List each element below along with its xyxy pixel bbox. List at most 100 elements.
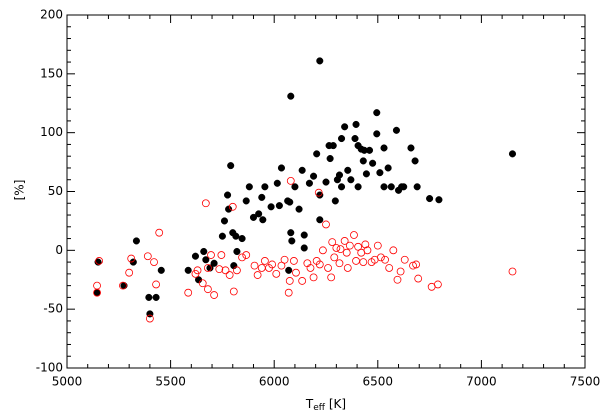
point xyxy=(191,252,200,260)
point xyxy=(359,157,367,165)
y-tick-label: -100 xyxy=(36,361,63,375)
point xyxy=(220,217,229,225)
point xyxy=(332,244,341,252)
point xyxy=(229,287,238,296)
point xyxy=(152,280,160,289)
point xyxy=(277,164,286,172)
point xyxy=(343,264,352,272)
point xyxy=(350,231,358,239)
point xyxy=(381,255,389,264)
x-tick-label: 6000 xyxy=(259,375,290,389)
point xyxy=(201,199,210,208)
point xyxy=(242,251,251,259)
point xyxy=(277,261,286,270)
point xyxy=(225,205,233,213)
point xyxy=(228,202,237,211)
point xyxy=(324,264,332,272)
point xyxy=(152,293,160,301)
point xyxy=(298,166,306,174)
point xyxy=(337,183,346,191)
point xyxy=(313,150,321,158)
point xyxy=(203,264,212,272)
point xyxy=(354,242,363,251)
point xyxy=(184,288,193,297)
point xyxy=(184,266,192,274)
point xyxy=(508,267,517,276)
point xyxy=(288,237,296,245)
point xyxy=(143,252,152,261)
point xyxy=(203,285,212,294)
point xyxy=(210,291,219,299)
point xyxy=(207,251,215,259)
point xyxy=(400,255,409,264)
point xyxy=(352,257,360,265)
point xyxy=(280,255,289,264)
point xyxy=(414,274,423,283)
point xyxy=(328,238,337,246)
point xyxy=(373,109,381,117)
point xyxy=(287,229,295,237)
point xyxy=(426,195,434,203)
point xyxy=(230,262,238,270)
point xyxy=(275,202,283,210)
point xyxy=(145,314,154,323)
point xyxy=(242,197,250,205)
point xyxy=(286,177,295,185)
y-tick-label: 200 xyxy=(40,8,63,22)
point xyxy=(273,179,281,187)
x-tick-label: 5500 xyxy=(155,375,186,389)
point xyxy=(125,268,134,277)
point xyxy=(316,57,324,65)
y-tick-label: 150 xyxy=(40,66,63,80)
point xyxy=(193,266,202,275)
x-tick-label: 7500 xyxy=(570,375,600,389)
point xyxy=(344,166,352,174)
point xyxy=(260,257,269,265)
point xyxy=(335,259,344,268)
point xyxy=(380,144,388,152)
point xyxy=(340,237,349,245)
point xyxy=(310,172,318,180)
point xyxy=(119,281,127,290)
point xyxy=(361,240,370,249)
point xyxy=(221,266,230,275)
point xyxy=(389,246,398,255)
point xyxy=(267,203,275,211)
point xyxy=(157,266,165,274)
point xyxy=(249,213,258,221)
point xyxy=(287,92,295,100)
point xyxy=(145,293,153,301)
point xyxy=(369,159,377,167)
point xyxy=(412,260,421,269)
point xyxy=(393,275,402,284)
point xyxy=(309,273,318,282)
point xyxy=(257,264,266,272)
point xyxy=(335,171,344,179)
point xyxy=(363,246,372,255)
x-axis-label: Teff [K] xyxy=(305,397,346,413)
point xyxy=(250,261,259,270)
point xyxy=(292,268,300,277)
point xyxy=(337,135,346,143)
point xyxy=(327,273,336,282)
point xyxy=(314,188,323,197)
point xyxy=(316,191,324,199)
point xyxy=(95,257,104,265)
point xyxy=(150,258,158,267)
point xyxy=(330,253,339,262)
point xyxy=(392,126,400,134)
point xyxy=(351,135,359,143)
point xyxy=(286,198,294,206)
point xyxy=(354,183,362,191)
point xyxy=(233,247,241,256)
point xyxy=(342,248,351,257)
point xyxy=(215,265,224,274)
point xyxy=(289,257,298,265)
point xyxy=(93,288,101,297)
point xyxy=(359,258,368,267)
point xyxy=(326,155,334,163)
point xyxy=(93,281,101,290)
point xyxy=(238,253,246,262)
y-axis-label: [%] xyxy=(13,180,27,201)
